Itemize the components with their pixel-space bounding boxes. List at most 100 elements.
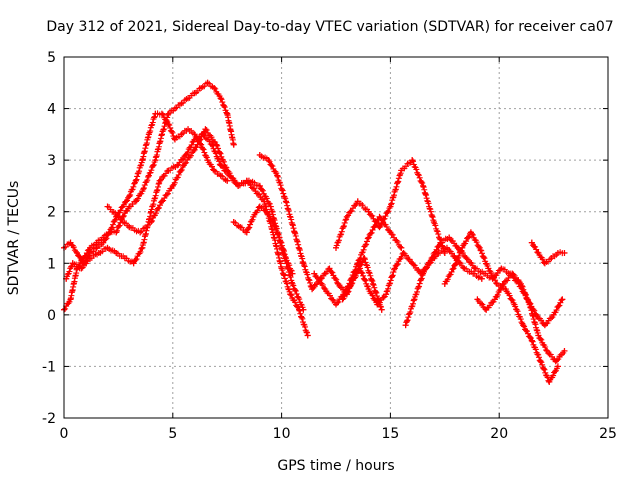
data-point [322, 286, 329, 293]
chart-title: Day 312 of 2021, Sidereal Day-to-day VTE… [46, 19, 613, 35]
data-point [180, 162, 187, 169]
data-point [137, 229, 144, 236]
data-point [400, 249, 407, 256]
data-point [191, 136, 198, 143]
data-point [211, 84, 218, 91]
data-point [191, 131, 198, 138]
data-point [476, 244, 483, 251]
data-point [528, 239, 535, 246]
data-point [498, 265, 505, 272]
data-point [502, 286, 509, 293]
data-point [169, 182, 176, 189]
data-point [300, 260, 307, 267]
data-point [291, 229, 298, 236]
data-point [171, 105, 178, 112]
data-point [309, 286, 316, 293]
data-point [311, 270, 318, 277]
data-point [256, 182, 263, 189]
data-point [376, 213, 383, 220]
data-point [87, 255, 94, 262]
series-trace-1 [61, 79, 237, 313]
data-point [126, 193, 133, 200]
data-point [182, 151, 189, 158]
data-point [485, 265, 492, 272]
y-tick-label: 2 [47, 205, 56, 221]
data-point [378, 306, 385, 313]
data-point [174, 162, 181, 169]
data-point [198, 84, 205, 91]
data-point [165, 110, 172, 117]
data-point [494, 280, 501, 287]
data-point [204, 157, 211, 164]
data-point [354, 198, 361, 205]
data-point [541, 260, 548, 267]
x-tick-label: 10 [273, 426, 291, 442]
data-point [95, 249, 102, 256]
data-point [100, 239, 107, 246]
series-markers [230, 203, 296, 277]
data-point [78, 265, 85, 272]
data-point [289, 270, 296, 277]
data-point [343, 213, 350, 220]
data-point [437, 239, 444, 246]
data-point [148, 219, 155, 226]
data-point [148, 208, 155, 215]
data-point [491, 296, 498, 303]
grid [64, 57, 608, 418]
data-point [235, 182, 242, 189]
data-point [230, 141, 237, 148]
data-point [139, 188, 146, 195]
data-point [224, 110, 231, 117]
data-point [113, 229, 120, 236]
data-point [256, 151, 263, 158]
data-point [387, 203, 394, 210]
data-point [365, 286, 372, 293]
data-point [387, 229, 394, 236]
data-point [121, 255, 128, 262]
data-point [509, 270, 516, 277]
data-point [104, 203, 111, 210]
x-tick-label: 5 [168, 426, 177, 442]
data-point [541, 322, 548, 329]
data-point [126, 224, 133, 231]
x-tick-label: 15 [381, 426, 399, 442]
data-point [106, 229, 113, 236]
series-trace-13 [528, 239, 568, 267]
y-tick-label: -2 [42, 411, 56, 427]
data-point [326, 265, 333, 272]
data-point [252, 188, 259, 195]
data-point [289, 280, 296, 287]
data-point [165, 121, 172, 128]
data-point [304, 332, 311, 339]
data-point [93, 244, 100, 251]
data-point [478, 275, 485, 282]
data-point [428, 255, 435, 262]
data-point [333, 244, 339, 251]
data-point [224, 177, 231, 184]
data-point [158, 110, 165, 117]
series-trace-10 [402, 234, 566, 329]
data-point [93, 239, 100, 246]
data-point [237, 224, 244, 231]
data-point [550, 311, 557, 318]
series-markers [402, 234, 566, 329]
data-point [459, 244, 466, 251]
axis-ticks: 0 5 10 15 20 25 -2 -1 0 1 2 3 4 5 [42, 50, 617, 442]
data-point [139, 157, 146, 164]
data-point [69, 260, 76, 267]
data-point [511, 301, 518, 308]
data-point [132, 177, 139, 184]
data-point [461, 265, 468, 272]
data-point [559, 296, 566, 303]
data-point [269, 219, 276, 226]
data-point [561, 249, 568, 256]
data-point [185, 126, 192, 133]
data-point [119, 203, 126, 210]
data-point [409, 260, 416, 267]
data-point [263, 208, 270, 215]
data-point [178, 100, 185, 107]
data-point [383, 291, 390, 298]
data-point [554, 363, 561, 370]
y-tick-label: 1 [47, 256, 56, 272]
